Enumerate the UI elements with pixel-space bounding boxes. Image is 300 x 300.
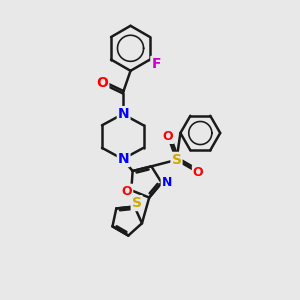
Text: O: O xyxy=(163,130,173,143)
Text: O: O xyxy=(122,185,132,198)
Text: O: O xyxy=(193,166,203,179)
Text: O: O xyxy=(97,76,108,90)
Text: F: F xyxy=(151,57,161,71)
Text: N: N xyxy=(162,176,172,189)
Text: S: S xyxy=(132,196,142,210)
Text: S: S xyxy=(172,153,182,167)
Text: N: N xyxy=(118,107,129,121)
Text: N: N xyxy=(118,152,129,166)
